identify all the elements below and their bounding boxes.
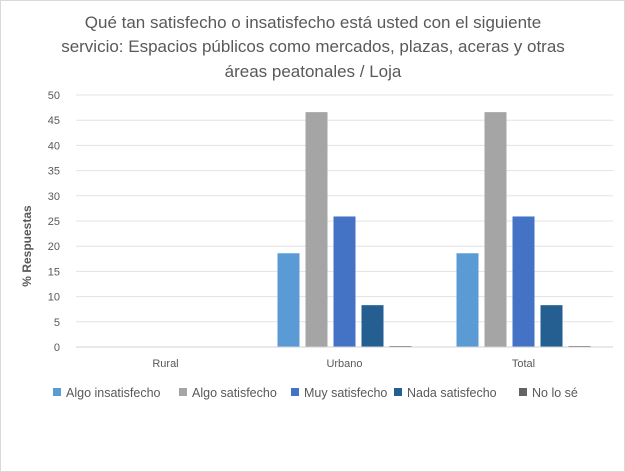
bar	[277, 253, 300, 347]
x-category-label: Total	[512, 358, 535, 370]
y-tick-label: 5	[54, 317, 60, 329]
y-tick-label: 25	[48, 216, 60, 228]
y-tick-label: 45	[48, 115, 60, 127]
legend-label: No lo sé	[532, 386, 578, 400]
legend-swatch	[291, 388, 299, 396]
legend-swatch	[394, 388, 402, 396]
y-tick-label: 35	[48, 166, 60, 178]
chart-title-line-2: servicio: Espacios públicos como mercado…	[61, 37, 565, 56]
chart-title-line-1: Qué tan satisfecho o insatisfecho está u…	[85, 13, 541, 32]
legend-label: Algo satisfecho	[192, 386, 277, 400]
legend-label: Algo insatisfecho	[66, 386, 161, 400]
y-tick-label: 40	[48, 140, 60, 152]
y-tick-label: 30	[48, 191, 60, 203]
bars	[277, 112, 591, 348]
y-tick-label: 0	[54, 342, 60, 354]
bar	[305, 112, 328, 347]
legend-label: Nada satisfecho	[407, 386, 497, 400]
bar	[456, 253, 479, 347]
y-axis-title: % Respuestas	[20, 205, 34, 287]
bar	[361, 305, 384, 347]
x-category-label: Rural	[152, 358, 178, 370]
y-axis-ticks: 0 5 10 15 20 25 30 35 40 45 50	[48, 90, 60, 354]
x-axis-categories: Rural Urbano Total	[152, 358, 535, 370]
bar	[540, 305, 563, 347]
legend-swatch	[519, 388, 527, 396]
chart-title-line-3: áreas peatonales / Loja	[225, 62, 402, 81]
x-category-label: Urbano	[326, 358, 362, 370]
bar	[484, 112, 507, 347]
bar	[512, 216, 535, 347]
bar	[333, 216, 356, 347]
chart-title: Qué tan satisfecho o insatisfecho está u…	[61, 13, 565, 81]
legend-swatch	[53, 388, 61, 396]
y-tick-label: 20	[48, 241, 60, 253]
legend: Algo insatisfecho Algo satisfecho Muy sati…	[53, 386, 578, 400]
y-tick-label: 10	[48, 292, 60, 304]
legend-label: Muy satisfecho	[304, 386, 387, 400]
y-tick-label: 15	[48, 266, 60, 278]
y-tick-label: 50	[48, 90, 60, 102]
legend-swatch	[179, 388, 187, 396]
